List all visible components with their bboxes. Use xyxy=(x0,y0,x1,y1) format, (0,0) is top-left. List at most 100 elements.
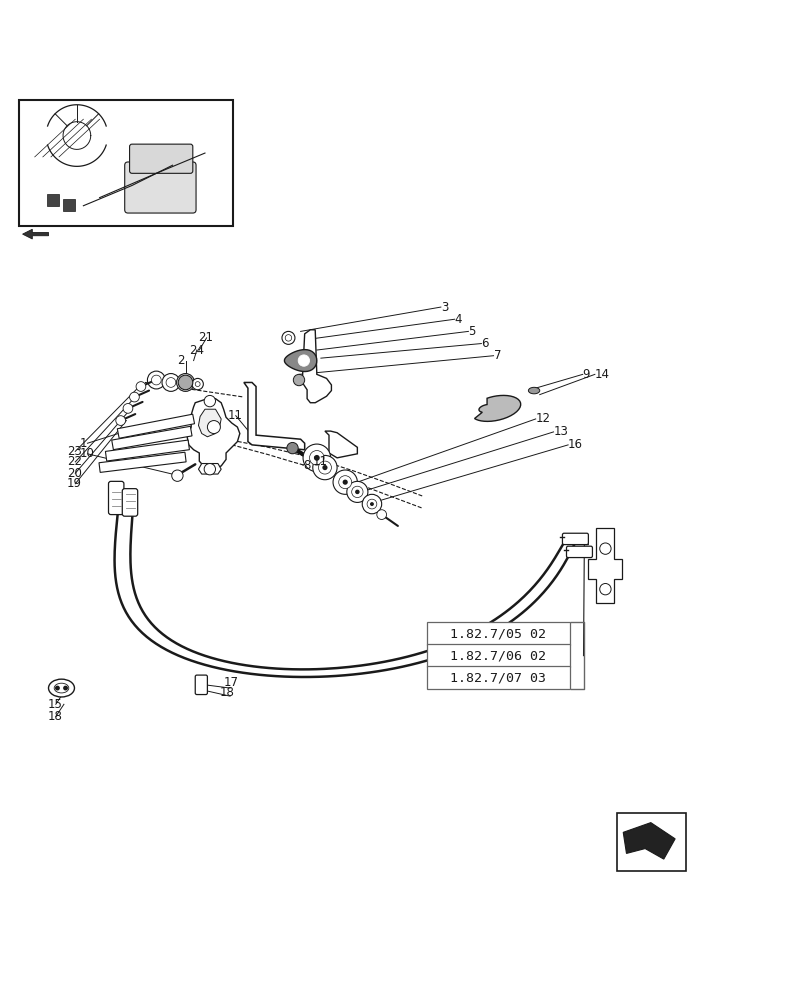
Text: 2: 2 xyxy=(177,354,185,367)
Text: 14: 14 xyxy=(594,368,609,381)
Bar xyxy=(47,194,59,206)
Circle shape xyxy=(123,404,133,413)
Circle shape xyxy=(333,470,357,494)
Circle shape xyxy=(293,374,304,386)
Ellipse shape xyxy=(49,679,75,697)
Text: 11: 11 xyxy=(312,455,328,468)
Text: 9: 9 xyxy=(582,368,590,381)
Circle shape xyxy=(166,378,175,387)
FancyBboxPatch shape xyxy=(562,533,588,545)
Polygon shape xyxy=(117,414,195,438)
Text: 18: 18 xyxy=(219,686,234,699)
Text: 5: 5 xyxy=(468,325,475,338)
Bar xyxy=(63,199,75,211)
Circle shape xyxy=(370,502,373,506)
Polygon shape xyxy=(474,395,520,421)
Polygon shape xyxy=(198,464,221,474)
Text: 18: 18 xyxy=(48,710,62,723)
Polygon shape xyxy=(105,440,189,461)
Circle shape xyxy=(376,510,386,519)
FancyBboxPatch shape xyxy=(427,622,569,645)
Polygon shape xyxy=(324,431,357,458)
FancyBboxPatch shape xyxy=(427,666,569,689)
Ellipse shape xyxy=(54,683,69,693)
Circle shape xyxy=(162,374,179,391)
Circle shape xyxy=(204,395,215,407)
Polygon shape xyxy=(187,399,239,469)
Circle shape xyxy=(367,499,376,509)
Circle shape xyxy=(152,375,161,385)
Text: 8: 8 xyxy=(303,459,310,472)
Circle shape xyxy=(281,331,294,344)
FancyBboxPatch shape xyxy=(125,162,195,213)
Circle shape xyxy=(338,476,351,489)
Bar xyxy=(616,813,684,871)
Text: 20: 20 xyxy=(67,467,82,480)
Polygon shape xyxy=(99,452,186,472)
Circle shape xyxy=(130,392,139,402)
FancyBboxPatch shape xyxy=(566,546,592,558)
Text: 19: 19 xyxy=(67,477,82,490)
Bar xyxy=(19,100,233,226)
Text: 21: 21 xyxy=(198,331,213,344)
Circle shape xyxy=(303,444,330,472)
Circle shape xyxy=(599,583,611,595)
Text: 1: 1 xyxy=(79,437,87,450)
Text: 12: 12 xyxy=(535,412,550,425)
Circle shape xyxy=(298,355,309,366)
Polygon shape xyxy=(284,350,316,372)
Text: 15: 15 xyxy=(48,698,62,711)
FancyBboxPatch shape xyxy=(122,489,138,516)
Circle shape xyxy=(171,470,182,481)
Text: 1.82.7/06 02: 1.82.7/06 02 xyxy=(450,649,546,662)
Circle shape xyxy=(191,378,203,390)
Text: 13: 13 xyxy=(553,425,568,438)
Text: 22: 22 xyxy=(67,455,82,468)
FancyBboxPatch shape xyxy=(195,675,207,695)
FancyBboxPatch shape xyxy=(130,144,192,173)
FancyBboxPatch shape xyxy=(427,644,569,667)
Circle shape xyxy=(195,382,200,387)
Circle shape xyxy=(178,375,192,390)
Circle shape xyxy=(354,490,359,494)
Polygon shape xyxy=(302,330,331,403)
Circle shape xyxy=(63,686,68,690)
Circle shape xyxy=(351,486,363,498)
Text: 1.82.7/07 03: 1.82.7/07 03 xyxy=(450,671,546,684)
Ellipse shape xyxy=(528,387,539,394)
Circle shape xyxy=(322,465,327,470)
Text: 6: 6 xyxy=(481,337,488,350)
Circle shape xyxy=(148,371,165,389)
Text: 17: 17 xyxy=(223,676,238,689)
Circle shape xyxy=(207,421,220,434)
Text: 23: 23 xyxy=(67,445,82,458)
Polygon shape xyxy=(23,229,49,239)
Polygon shape xyxy=(243,382,304,450)
Text: 3: 3 xyxy=(440,301,448,314)
Polygon shape xyxy=(588,528,622,603)
Polygon shape xyxy=(623,823,674,859)
Circle shape xyxy=(204,464,215,475)
Text: 7: 7 xyxy=(493,349,500,362)
FancyBboxPatch shape xyxy=(109,481,124,515)
Text: 10: 10 xyxy=(79,447,94,460)
Text: 4: 4 xyxy=(454,313,461,326)
Polygon shape xyxy=(112,426,191,450)
Text: 24: 24 xyxy=(188,344,204,357)
Circle shape xyxy=(286,442,298,454)
Circle shape xyxy=(136,382,146,391)
Text: 11: 11 xyxy=(227,409,242,422)
Circle shape xyxy=(346,481,367,502)
Circle shape xyxy=(342,480,347,485)
Circle shape xyxy=(55,686,60,690)
Circle shape xyxy=(318,461,331,474)
Circle shape xyxy=(314,455,320,461)
Circle shape xyxy=(180,378,190,387)
Text: 16: 16 xyxy=(568,438,582,451)
Text: 1.82.7/05 02: 1.82.7/05 02 xyxy=(450,627,546,640)
Circle shape xyxy=(599,543,611,554)
Circle shape xyxy=(312,455,337,480)
Circle shape xyxy=(362,494,381,514)
Circle shape xyxy=(285,335,291,341)
Polygon shape xyxy=(198,409,221,437)
